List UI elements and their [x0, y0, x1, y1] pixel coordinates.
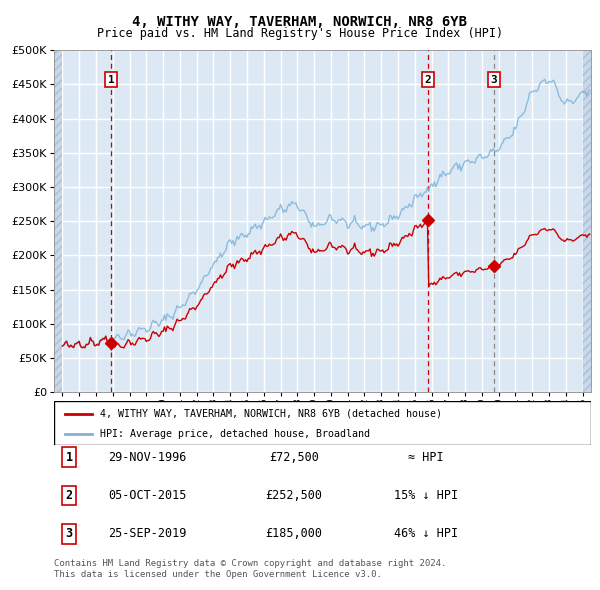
Text: 2: 2	[65, 489, 73, 502]
Text: HPI: Average price, detached house, Broadland: HPI: Average price, detached house, Broa…	[100, 430, 370, 440]
Text: 2: 2	[424, 74, 431, 84]
Text: ≈ HPI: ≈ HPI	[408, 451, 444, 464]
Text: 25-SEP-2019: 25-SEP-2019	[108, 527, 186, 540]
Text: £72,500: £72,500	[269, 451, 319, 464]
Text: 1: 1	[108, 74, 115, 84]
Text: 4, WITHY WAY, TAVERHAM, NORWICH, NR8 6YB: 4, WITHY WAY, TAVERHAM, NORWICH, NR8 6YB	[133, 15, 467, 29]
Text: This data is licensed under the Open Government Licence v3.0.: This data is licensed under the Open Gov…	[54, 570, 382, 579]
Text: Contains HM Land Registry data © Crown copyright and database right 2024.: Contains HM Land Registry data © Crown c…	[54, 559, 446, 568]
Text: 4, WITHY WAY, TAVERHAM, NORWICH, NR8 6YB (detached house): 4, WITHY WAY, TAVERHAM, NORWICH, NR8 6YB…	[100, 409, 442, 418]
Bar	[54, 50, 62, 392]
Text: 1: 1	[65, 451, 73, 464]
Text: 3: 3	[491, 74, 497, 84]
Text: Price paid vs. HM Land Registry's House Price Index (HPI): Price paid vs. HM Land Registry's House …	[97, 27, 503, 40]
Text: 29-NOV-1996: 29-NOV-1996	[108, 451, 186, 464]
Text: 3: 3	[65, 527, 73, 540]
Text: £252,500: £252,500	[265, 489, 323, 502]
FancyBboxPatch shape	[54, 401, 591, 445]
Text: 46% ↓ HPI: 46% ↓ HPI	[394, 527, 458, 540]
Text: £185,000: £185,000	[265, 527, 323, 540]
Bar	[583, 50, 591, 392]
Text: 15% ↓ HPI: 15% ↓ HPI	[394, 489, 458, 502]
Text: 05-OCT-2015: 05-OCT-2015	[108, 489, 186, 502]
